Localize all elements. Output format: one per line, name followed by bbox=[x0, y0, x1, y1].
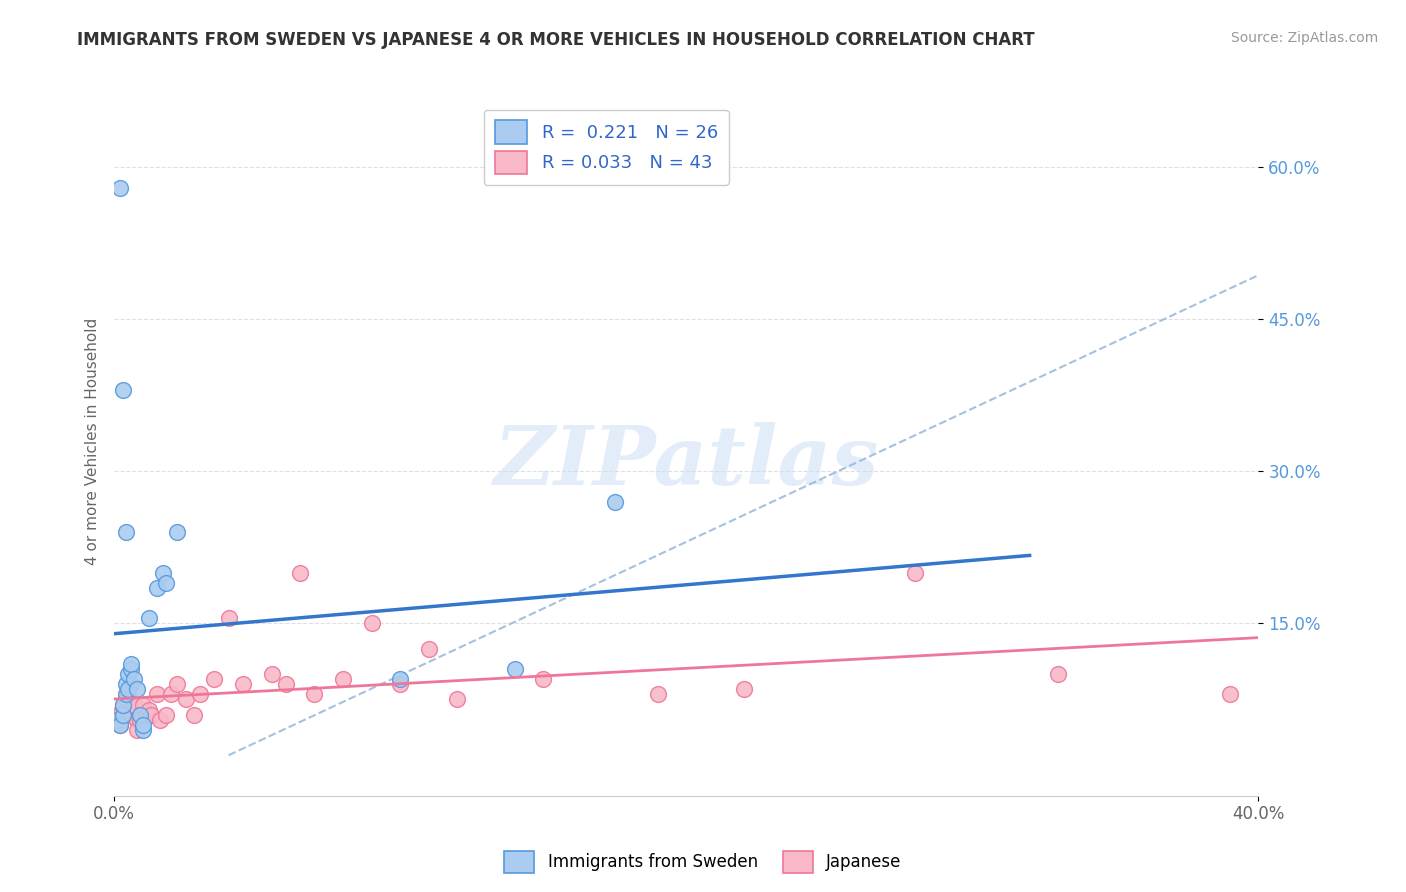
Point bbox=[904, 566, 927, 580]
Point bbox=[166, 525, 188, 540]
Point bbox=[129, 707, 152, 722]
Point bbox=[125, 682, 148, 697]
Point bbox=[129, 713, 152, 727]
Point bbox=[288, 566, 311, 580]
Point bbox=[146, 581, 169, 595]
Point bbox=[111, 698, 134, 712]
Point bbox=[135, 707, 157, 722]
Point bbox=[114, 692, 136, 706]
Point bbox=[138, 703, 160, 717]
Text: Source: ZipAtlas.com: Source: ZipAtlas.com bbox=[1230, 31, 1378, 45]
Point bbox=[132, 698, 155, 712]
Point bbox=[160, 687, 183, 701]
Point bbox=[117, 667, 139, 681]
Point bbox=[125, 713, 148, 727]
Point bbox=[117, 682, 139, 697]
Point bbox=[155, 576, 177, 591]
Point bbox=[122, 672, 145, 686]
Point bbox=[114, 677, 136, 691]
Point bbox=[105, 707, 128, 722]
Point bbox=[114, 525, 136, 540]
Legend: Immigrants from Sweden, Japanese: Immigrants from Sweden, Japanese bbox=[498, 845, 908, 880]
Point bbox=[647, 687, 669, 701]
Point bbox=[146, 687, 169, 701]
Point bbox=[111, 707, 134, 722]
Point bbox=[1219, 687, 1241, 701]
Point bbox=[332, 672, 354, 686]
Point bbox=[125, 723, 148, 737]
Point bbox=[274, 677, 297, 691]
Point bbox=[122, 698, 145, 712]
Point bbox=[155, 707, 177, 722]
Legend: R =  0.221   N = 26, R = 0.033   N = 43: R = 0.221 N = 26, R = 0.033 N = 43 bbox=[484, 110, 728, 185]
Point bbox=[174, 692, 197, 706]
Point bbox=[120, 677, 142, 691]
Point bbox=[389, 672, 412, 686]
Point bbox=[111, 698, 134, 712]
Point bbox=[108, 718, 131, 732]
Point bbox=[232, 677, 254, 691]
Point bbox=[114, 703, 136, 717]
Point bbox=[260, 667, 283, 681]
Point bbox=[132, 718, 155, 732]
Point bbox=[202, 672, 225, 686]
Point bbox=[152, 566, 174, 580]
Text: IMMIGRANTS FROM SWEDEN VS JAPANESE 4 OR MORE VEHICLES IN HOUSEHOLD CORRELATION C: IMMIGRANTS FROM SWEDEN VS JAPANESE 4 OR … bbox=[77, 31, 1035, 49]
Point bbox=[108, 718, 131, 732]
Point bbox=[120, 662, 142, 676]
Point bbox=[166, 677, 188, 691]
Point bbox=[138, 611, 160, 625]
Point bbox=[117, 687, 139, 701]
Point bbox=[503, 662, 526, 676]
Point bbox=[105, 713, 128, 727]
Point bbox=[418, 641, 440, 656]
Point bbox=[108, 707, 131, 722]
Point bbox=[111, 384, 134, 398]
Point bbox=[141, 707, 163, 722]
Point bbox=[132, 723, 155, 737]
Point bbox=[446, 692, 468, 706]
Point bbox=[114, 687, 136, 701]
Point bbox=[149, 713, 172, 727]
Point bbox=[108, 180, 131, 194]
Point bbox=[304, 687, 326, 701]
Point bbox=[733, 682, 755, 697]
Y-axis label: 4 or more Vehicles in Household: 4 or more Vehicles in Household bbox=[86, 318, 100, 565]
Point bbox=[360, 616, 382, 631]
Text: ZIPatlas: ZIPatlas bbox=[494, 422, 879, 502]
Point bbox=[117, 707, 139, 722]
Point bbox=[188, 687, 211, 701]
Point bbox=[531, 672, 554, 686]
Point bbox=[183, 707, 205, 722]
Point bbox=[120, 657, 142, 671]
Point bbox=[218, 611, 240, 625]
Point bbox=[1047, 667, 1070, 681]
Point bbox=[389, 677, 412, 691]
Point bbox=[603, 495, 626, 509]
